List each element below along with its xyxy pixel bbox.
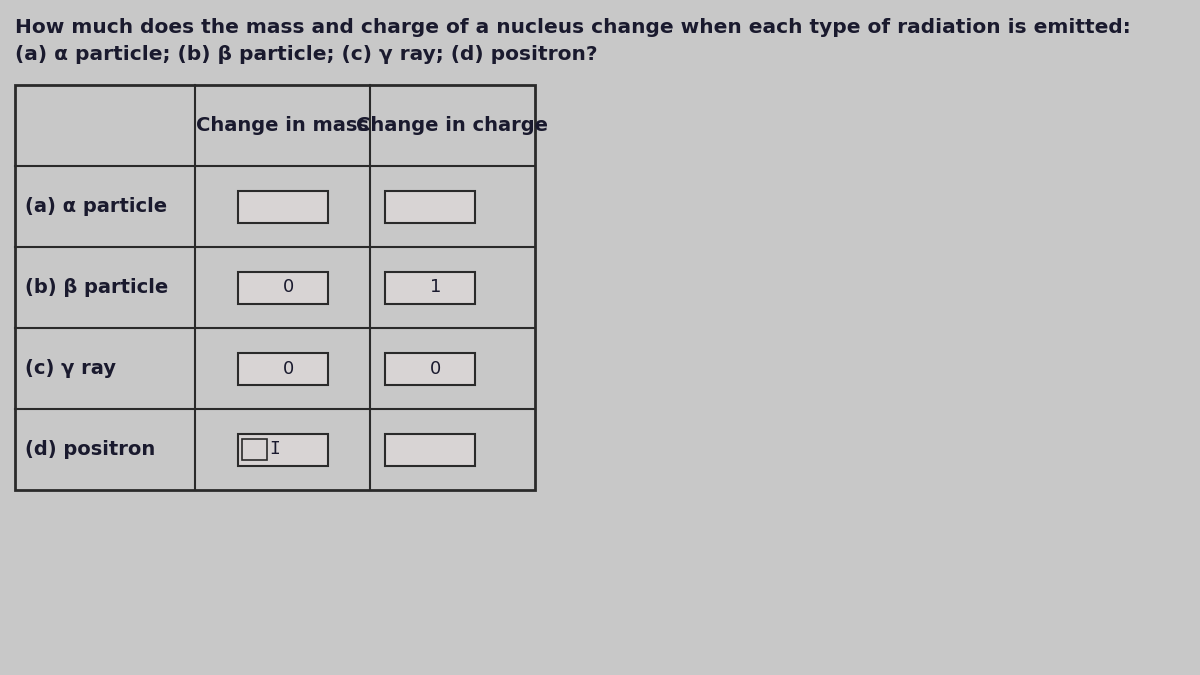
Bar [385, 271, 475, 304]
Bar [14, 85, 535, 490]
Bar [385, 352, 475, 385]
Bar [238, 352, 328, 385]
Bar [241, 439, 266, 460]
Text: I: I [269, 441, 280, 458]
Text: 0: 0 [430, 360, 442, 377]
Text: Change in charge: Change in charge [356, 116, 548, 135]
Text: How much does the mass and charge of a nucleus change when each type of radiatio: How much does the mass and charge of a n… [14, 18, 1130, 37]
Bar [238, 190, 328, 223]
Text: (c) γ ray: (c) γ ray [25, 359, 116, 378]
Text: 0: 0 [282, 360, 294, 377]
Text: (d) positron: (d) positron [25, 440, 155, 459]
Text: Change in mass: Change in mass [196, 116, 368, 135]
Text: (a) α particle; (b) β particle; (c) γ ray; (d) positron?: (a) α particle; (b) β particle; (c) γ ra… [14, 45, 598, 64]
Text: 1: 1 [430, 279, 442, 296]
Bar [238, 433, 328, 466]
Bar [385, 433, 475, 466]
Bar [385, 190, 475, 223]
Text: (b) β particle: (b) β particle [25, 278, 168, 297]
Bar [238, 271, 328, 304]
Text: (a) α particle: (a) α particle [25, 197, 167, 216]
Text: 0: 0 [282, 279, 294, 296]
